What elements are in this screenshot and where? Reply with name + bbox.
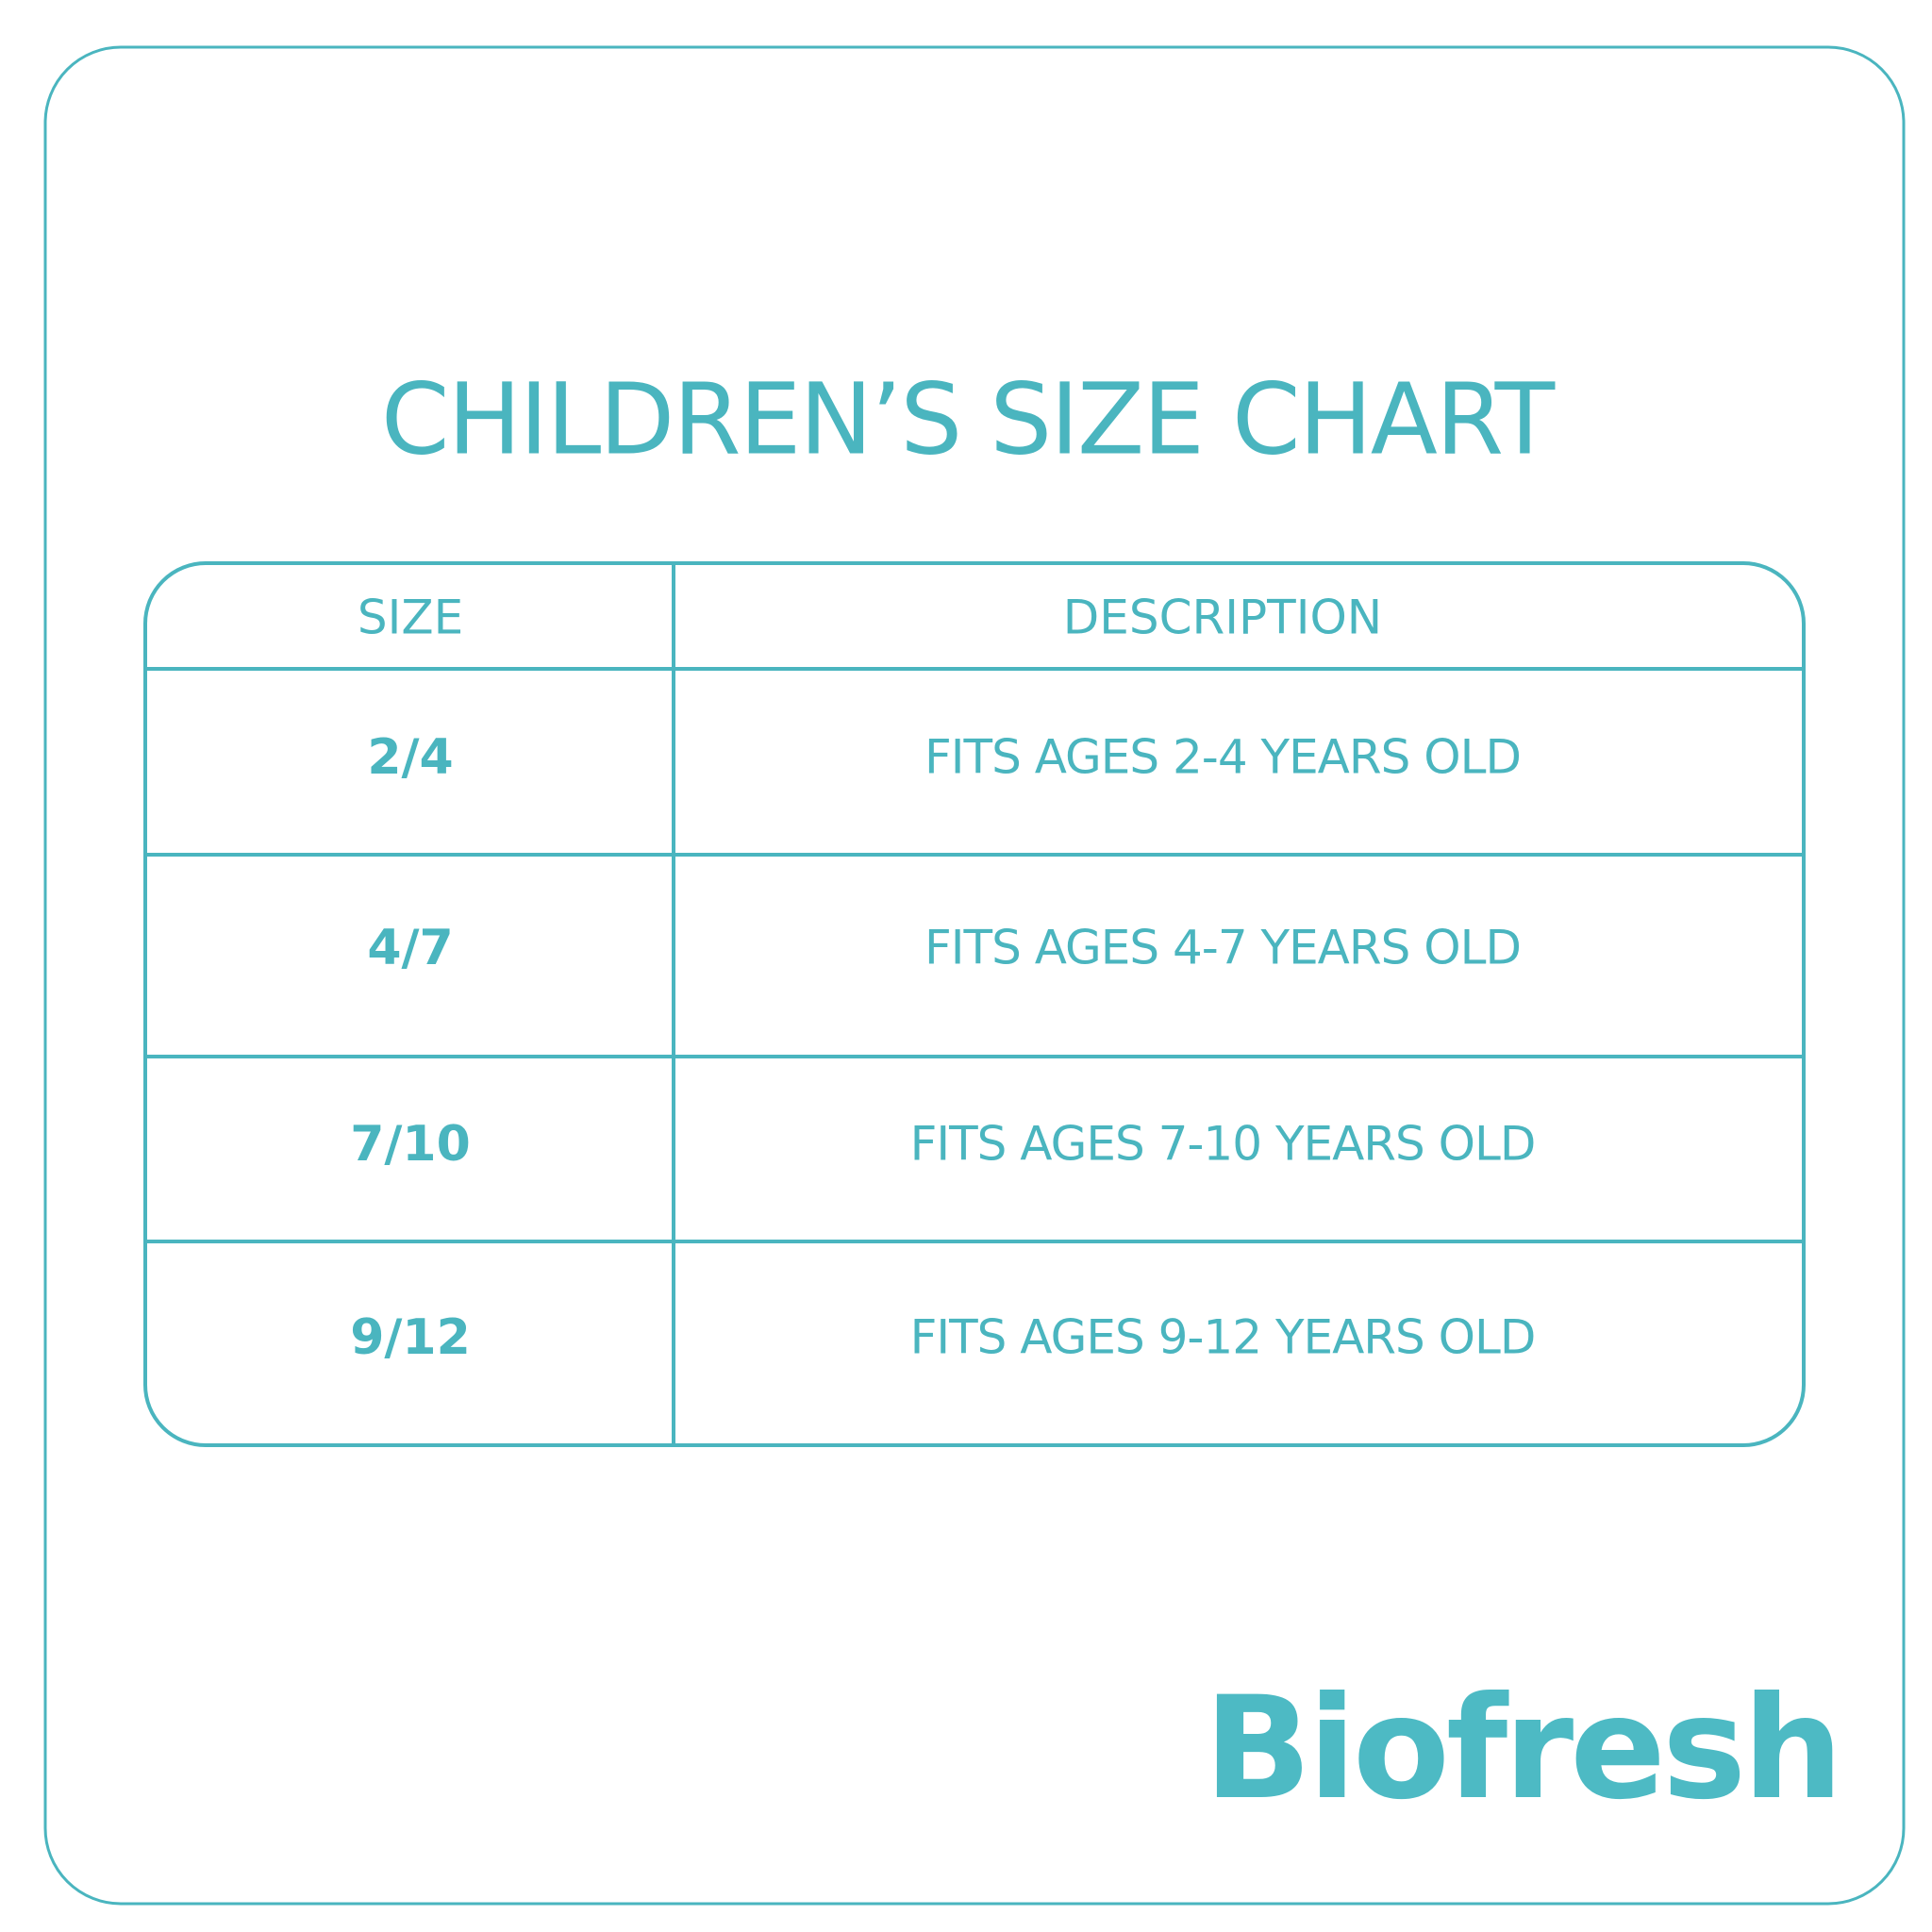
column-header: DESCRIPTION	[1063, 591, 1382, 645]
table-frame	[143, 561, 1806, 1447]
description-cell: FITS AGES 7-10 YEARS OLD	[910, 1117, 1536, 1172]
size-cell: 2/4	[367, 729, 453, 786]
title: CHILDREN’S SIZE CHART	[381, 361, 1556, 476]
description-cell: FITS AGES 2-4 YEARS OLD	[924, 730, 1521, 785]
table-body: SIZE DESCRIPTION 2/4 FITS AGES 2-4 YEARS OL…	[145, 591, 1804, 1366]
outer-frame	[43, 45, 1906, 1906]
description-cell: FITS AGES 4-7 YEARS OLD	[924, 921, 1521, 975]
size-cell: 7/10	[350, 1116, 471, 1173]
column-header: SIZE	[358, 591, 463, 645]
size-cell: 4/7	[367, 920, 453, 976]
brand-logo: Biofresh	[1204, 1667, 1840, 1831]
description-cell: FITS AGES 9-12 YEARS OLD	[910, 1310, 1536, 1365]
size-cell: 9/12	[350, 1309, 471, 1366]
